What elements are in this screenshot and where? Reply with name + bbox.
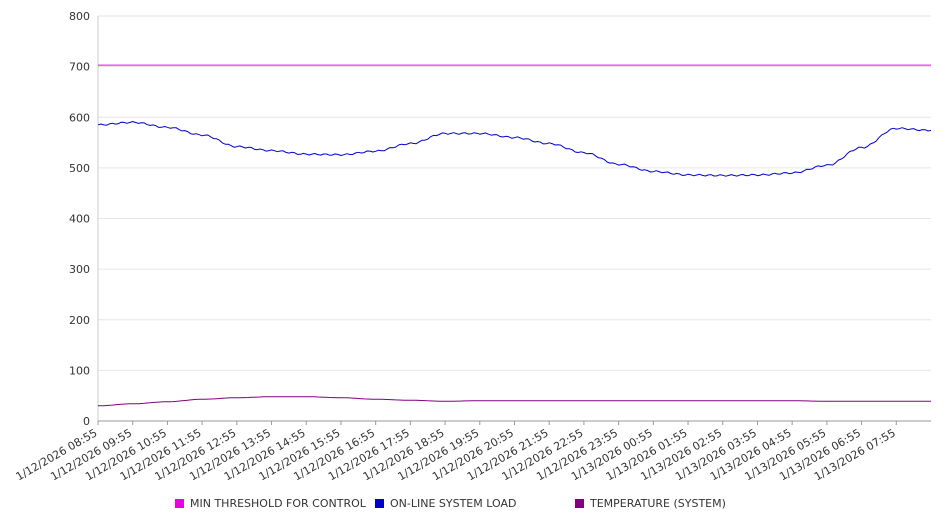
grid-lines xyxy=(98,15,931,371)
axes xyxy=(97,16,931,425)
series-lines xyxy=(97,64,932,407)
legend-item-min-threshold[interactable]: MIN THRESHOLD FOR CONTROL xyxy=(175,497,366,510)
legend-label-system-load: ON-LINE SYSTEM LOAD xyxy=(390,497,517,510)
y-tick-label: 600 xyxy=(69,111,90,124)
series-line-1 xyxy=(97,121,932,177)
y-tick-label: 800 xyxy=(69,10,90,23)
legend-swatch-system-load xyxy=(375,499,384,508)
y-tick-label: 200 xyxy=(69,314,90,327)
legend-label-min-threshold: MIN THRESHOLD FOR CONTROL xyxy=(190,497,366,510)
legend-swatch-min-threshold xyxy=(175,499,184,508)
legend-item-temperature[interactable]: TEMPERATURE (SYSTEM) xyxy=(575,497,726,510)
y-axis-tick-labels: 0 100 200 300 400 500 600 700 800 xyxy=(69,10,90,428)
legend-label-temperature: TEMPERATURE (SYSTEM) xyxy=(590,497,726,510)
y-tick-label: 500 xyxy=(69,162,90,175)
y-tick-label: 400 xyxy=(69,213,90,226)
legend-item-system-load[interactable]: ON-LINE SYSTEM LOAD xyxy=(375,497,516,510)
y-tick-label: 300 xyxy=(69,263,90,276)
series-line-2 xyxy=(98,396,931,407)
y-tick-label: 700 xyxy=(69,61,90,74)
legend: MIN THRESHOLD FOR CONTROL ON-LINE SYSTEM… xyxy=(0,497,946,515)
x-axis-tick-labels: 1/12/2026 08:551/12/2026 09:551/12/2026 … xyxy=(14,426,898,483)
y-tick-label: 0 xyxy=(83,415,90,428)
legend-swatch-temperature xyxy=(575,499,584,508)
y-tick-label: 100 xyxy=(69,364,90,377)
